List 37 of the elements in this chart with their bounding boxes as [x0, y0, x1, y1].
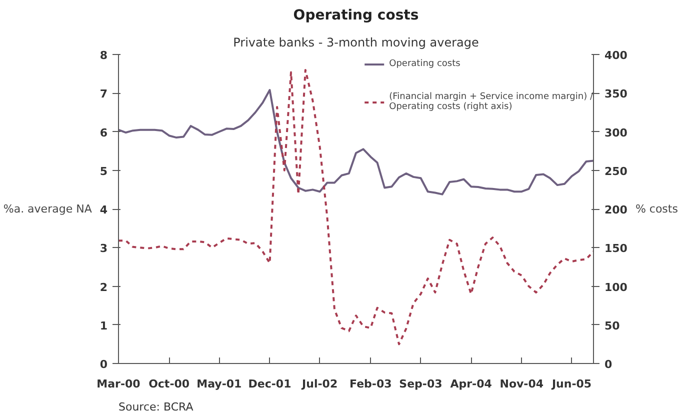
y-tick-label: 3 [100, 242, 108, 256]
y-tick-label: 7 [100, 88, 108, 101]
y2-tick-label: 300 [604, 126, 628, 140]
source-note: Source: BCRA [118, 400, 194, 414]
y2-tick-label: 50 [604, 319, 620, 332]
y2-axis-title: % costs [635, 202, 678, 216]
legend-label: Operating costs [389, 59, 460, 69]
y-tick-label: 0 [100, 358, 108, 371]
y2-tick-label: 350 [604, 88, 628, 101]
legend-label: (Financial margin + Service income margin) / Operating costs (right axis) [389, 92, 593, 112]
x-tick-label: Oct-00 [148, 378, 190, 390]
x-tick-label: Apr-04 [450, 378, 492, 390]
y2-tick-label: 250 [604, 164, 628, 178]
x-tick-label: Jun-05 [550, 378, 592, 390]
x-tick-label: Nov-04 [500, 378, 544, 390]
y-tick-label: 6 [100, 126, 108, 140]
y-tick-label: 4 [100, 204, 108, 216]
y-tick-label: 2 [100, 280, 108, 294]
y2-tick-label: 200 [604, 204, 628, 216]
x-tick-label: May-01 [196, 378, 242, 390]
y-axis-title: %a. average NA [3, 202, 92, 216]
y2-tick-label: 100 [604, 280, 628, 294]
y2-tick-label: 400 [604, 49, 628, 62]
x-tick-label: Mar-00 [96, 378, 141, 390]
chart-subtitle: Private banks - 3-month moving average [233, 36, 479, 50]
chart-title: Operating costs [293, 8, 419, 24]
y-tick-label: 1 [100, 319, 108, 332]
line-series [118, 89, 594, 196]
y-tick-label: 8 [100, 49, 108, 62]
line-series [118, 68, 594, 346]
x-tick-label: Feb-03 [350, 378, 392, 390]
x-tick-label: Dec-01 [248, 378, 292, 390]
y2-tick-label: 150 [604, 242, 628, 256]
y2-tick-label: 0 [604, 358, 612, 371]
y-tick-label: 5 [100, 164, 108, 178]
x-tick-label: Jul-02 [301, 378, 338, 390]
x-tick-label: Sep-03 [399, 378, 442, 390]
